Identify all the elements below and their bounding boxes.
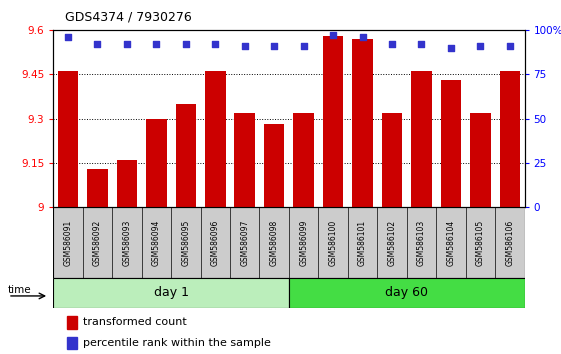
Bar xyxy=(470,113,491,207)
Bar xyxy=(381,113,402,207)
Bar xyxy=(58,72,79,207)
Text: transformed count: transformed count xyxy=(83,317,187,327)
Bar xyxy=(205,72,226,207)
Text: GSM586094: GSM586094 xyxy=(152,219,161,266)
Text: time: time xyxy=(8,285,31,295)
Bar xyxy=(264,125,284,207)
Text: GSM586104: GSM586104 xyxy=(447,219,456,266)
Bar xyxy=(176,104,196,207)
Point xyxy=(447,45,456,51)
Bar xyxy=(411,72,432,207)
Bar xyxy=(234,113,255,207)
Text: GSM586101: GSM586101 xyxy=(358,219,367,266)
Text: GSM586091: GSM586091 xyxy=(63,219,72,266)
Text: day 60: day 60 xyxy=(385,286,428,299)
Text: day 1: day 1 xyxy=(154,286,188,299)
Text: GSM586095: GSM586095 xyxy=(181,219,190,266)
Point xyxy=(388,41,397,47)
Text: GSM586093: GSM586093 xyxy=(122,219,131,266)
Bar xyxy=(67,337,77,349)
Point xyxy=(240,43,249,49)
Bar xyxy=(352,39,373,207)
Text: GSM586092: GSM586092 xyxy=(93,219,102,266)
Bar xyxy=(293,113,314,207)
Bar xyxy=(146,119,167,207)
Text: percentile rank within the sample: percentile rank within the sample xyxy=(83,338,271,348)
Point xyxy=(93,41,102,47)
Text: GSM586100: GSM586100 xyxy=(329,219,338,266)
Bar xyxy=(323,36,343,207)
Bar xyxy=(289,278,525,308)
Text: GSM586103: GSM586103 xyxy=(417,219,426,266)
Point xyxy=(63,34,72,40)
Text: GDS4374 / 7930276: GDS4374 / 7930276 xyxy=(65,11,191,24)
Point xyxy=(270,43,279,49)
Point xyxy=(299,43,308,49)
Point xyxy=(211,41,220,47)
Point xyxy=(181,41,190,47)
Text: GSM586105: GSM586105 xyxy=(476,219,485,266)
Point xyxy=(417,41,426,47)
Text: GSM586096: GSM586096 xyxy=(211,219,220,266)
Text: GSM586102: GSM586102 xyxy=(388,219,397,266)
Text: GSM586099: GSM586099 xyxy=(299,219,308,266)
Bar xyxy=(440,80,461,207)
Bar xyxy=(117,160,137,207)
Bar xyxy=(87,169,108,207)
Point xyxy=(152,41,161,47)
Point xyxy=(476,43,485,49)
Bar xyxy=(499,72,520,207)
Bar xyxy=(53,278,289,308)
Bar xyxy=(67,316,77,329)
Text: GSM586098: GSM586098 xyxy=(270,219,279,266)
Point xyxy=(329,33,338,38)
Point xyxy=(358,34,367,40)
Point xyxy=(505,43,514,49)
Point xyxy=(122,41,131,47)
Text: GSM586106: GSM586106 xyxy=(505,219,514,266)
Text: GSM586097: GSM586097 xyxy=(240,219,249,266)
